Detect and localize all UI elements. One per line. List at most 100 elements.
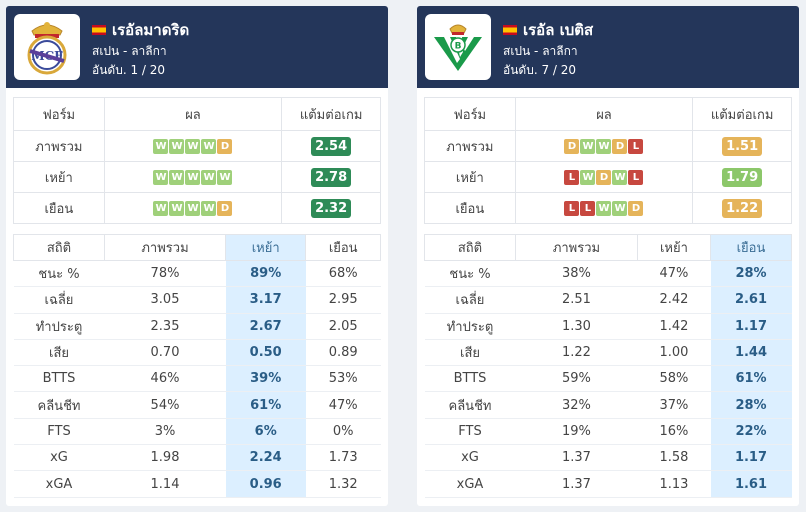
result-chip[interactable]: D [217,138,233,154]
stats-row-label: BTTS [424,365,516,393]
stats-value: 2.05 [305,313,381,340]
stats-value: 1.22 [515,339,638,367]
result-chip[interactable]: W [185,200,201,216]
result-chip[interactable]: W [185,169,201,185]
stats-row: FTS 3% 6% 0% [13,418,381,446]
stats-row-label: xG [424,444,516,472]
team-rank: อันดับ. 7 / 20 [503,63,577,77]
stats-value: 2.67 [225,313,306,340]
stats-value: 2.24 [225,444,306,472]
stats-value: 0.96 [225,470,306,498]
stats-header-cell: เหย้า [225,234,307,261]
result-chip[interactable]: W [596,200,612,216]
result-chip[interactable]: D [596,169,612,185]
spain-flag-icon [503,25,517,35]
result-chip[interactable]: W [153,138,169,154]
result-chip[interactable]: L [628,138,644,154]
stats-row: เฉลี่ย 3.05 3.17 2.95 [13,286,381,314]
stats-value: 3.05 [104,286,226,314]
result-chip[interactable]: W [169,200,185,216]
stats-value: 16% [637,418,711,446]
stats-value: 61% [710,365,792,393]
result-chip[interactable]: W [217,169,233,185]
stats-header-cell: สถิติ [13,234,105,261]
stats-row-label: เสีย [424,339,516,367]
result-chip[interactable]: W [169,138,185,154]
stats-value: 61% [225,391,306,419]
team-league: สเปน - ลาลีกา [503,44,578,58]
ppg-cell: 2.78 [281,161,381,193]
ppg-cell: 1.51 [692,130,792,162]
stats-header-cell: เยือน [305,234,381,261]
result-chip[interactable]: W [169,169,185,185]
stats-row-label: คลีนชีท [424,391,516,419]
stats-value: 78% [104,260,226,288]
stats-value: 1.17 [710,444,792,472]
stats-row: ชนะ % 38% 47% 28% [424,260,792,288]
result-chip[interactable]: W [185,138,201,154]
form-row: ภาพรวม D W W D L 1.51 [424,130,792,162]
result-chip[interactable]: D [628,200,644,216]
real-betis-crest-icon[interactable]: B [425,14,491,80]
result-chip[interactable]: W [153,169,169,185]
result-chip[interactable]: L [564,169,580,185]
ppg-cell: 1.79 [692,161,792,193]
stats-value: 38% [515,260,638,288]
stats-row-label: ชนะ % [13,260,105,288]
stats-value: 2.95 [305,286,381,314]
result-chip[interactable]: W [580,138,596,154]
stats-value: 19% [515,418,638,446]
stats-value: 3% [104,418,226,446]
result-chip[interactable]: L [628,169,644,185]
stats-row-label: xGA [424,470,516,498]
stats-value: 58% [637,365,711,393]
result-chip[interactable]: W [612,200,628,216]
stats-row-label: เฉลี่ย [13,286,105,314]
result-chip[interactable]: D [612,138,628,154]
result-chip[interactable]: W [580,169,596,185]
real-madrid-crest-icon[interactable]: MCF [14,14,80,80]
form-row-label: ภาพรวม [424,130,516,162]
ppg-cell: 1.22 [692,192,792,224]
result-chip[interactable]: D [217,200,233,216]
stats-value: 47% [637,260,711,288]
team-name[interactable]: เรอัลมาดริด [92,18,189,42]
stats-value: 1.44 [710,339,792,367]
ppg-badge: 2.54 [311,136,352,156]
ppg-badge: 2.78 [311,167,352,187]
result-chip[interactable]: L [564,200,580,216]
result-chip[interactable]: W [201,200,217,216]
stats-value: 6% [225,418,306,446]
stats-table: สถิติ ภาพรวม เหย้า เยือน ชนะ % 78% 89% 68% เฉลี… [13,234,381,498]
stats-header-cell: เหย้า [636,234,712,261]
stats-value: 0.89 [305,339,381,367]
team-name[interactable]: เรอัล เบติส [503,18,593,42]
form-row-label: เหย้า [424,161,516,193]
result-chip[interactable]: W [153,200,169,216]
team-name-label[interactable]: เรอัล เบติส [523,21,594,39]
stats-row: xGA 1.37 1.13 1.61 [424,470,792,498]
form-row: เหย้า W W W W W 2.78 [13,161,381,193]
result-chip[interactable]: W [612,169,628,185]
result-chip[interactable]: L [580,200,596,216]
team-header: MCF เรอัลมาดริด สเปน - ลาลีกา อันดับ. 1 … [6,6,388,88]
stats-row-label: FTS [13,418,105,446]
stats-header-cell: ภาพรวม [515,234,638,261]
result-chip[interactable]: W [201,169,217,185]
result-chip[interactable]: W [201,138,217,154]
stats-row-label: ชนะ % [424,260,516,288]
stats-value: 47% [305,391,381,419]
stats-value: 1.37 [515,444,638,472]
team-name-label[interactable]: เรอัลมาดริด [112,21,190,39]
form-header-form: ฟอร์ม [424,97,516,131]
stats-row: เสีย 0.70 0.50 0.89 [13,339,381,367]
team-header: B เรอัล เบติส สเปน - ลาลีกา อันดับ. 7 / … [417,6,799,88]
result-chip[interactable]: D [564,138,580,154]
stats-table: สถิติ ภาพรวม เหย้า เยือน ชนะ % 38% 47% 28% เฉลี… [424,234,792,498]
result-chip[interactable]: W [596,138,612,154]
stats-value: 2.61 [710,286,792,314]
stats-value: 39% [225,365,306,393]
